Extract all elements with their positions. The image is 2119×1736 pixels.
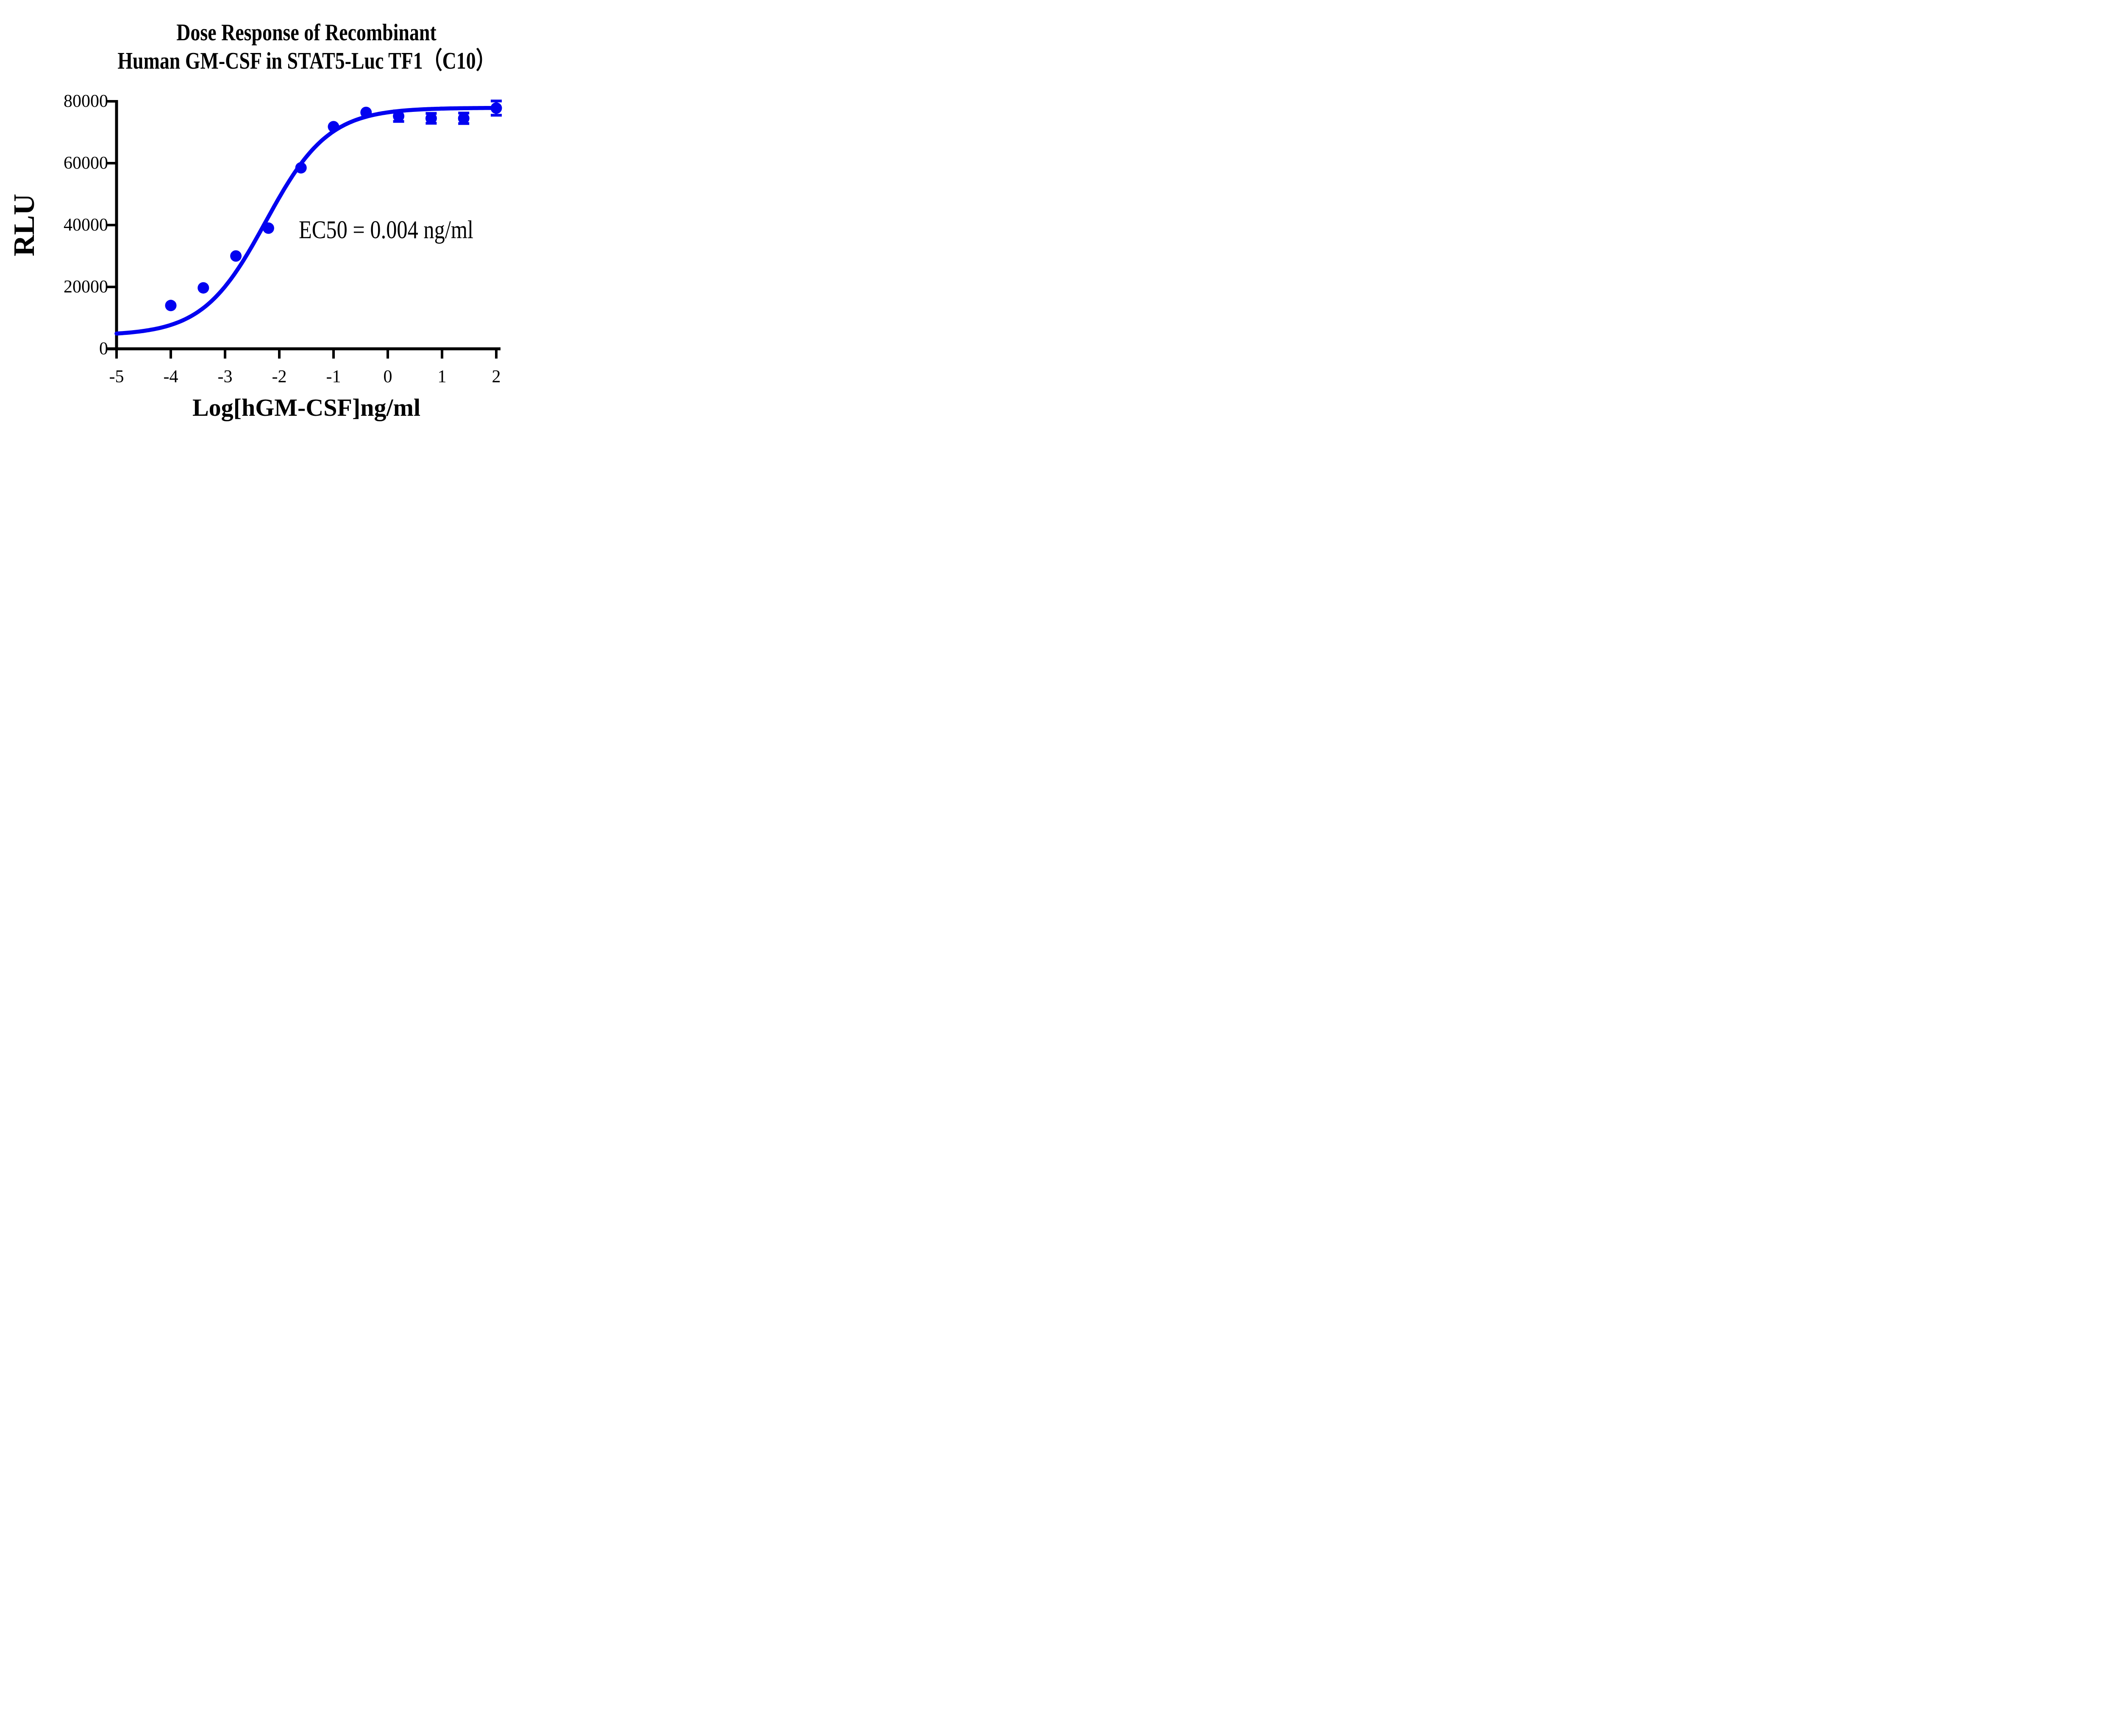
x-tick-label: -3	[217, 367, 233, 387]
data-point	[393, 110, 405, 122]
ec50-annotation: EC50 = 0.004 ng/ml	[299, 216, 474, 244]
data-point	[165, 300, 177, 312]
y-tick-label: 20000	[64, 277, 108, 297]
fit-curve	[114, 106, 498, 336]
x-tick-label: 0	[383, 367, 392, 387]
y-tick-label: 0	[99, 339, 108, 359]
x-tick-label: 2	[492, 367, 501, 387]
x-tick-label: 1	[437, 367, 447, 387]
x-tick-label: -1	[326, 367, 341, 387]
data-point	[360, 106, 372, 118]
data-point	[295, 162, 307, 174]
y-tick-label: 80000	[64, 92, 108, 111]
figure: Dose Response of Recombinant Human GM-CS…	[0, 0, 552, 434]
data-point	[262, 222, 274, 234]
x-axis-title: Log[hGM-CSF]ng/ml	[192, 394, 421, 421]
data-point	[458, 112, 470, 124]
y-tick-label: 60000	[64, 153, 108, 173]
x-tick-label: -4	[163, 367, 178, 387]
data-point	[197, 282, 209, 294]
y-tick-label: 40000	[64, 215, 108, 235]
data-point	[328, 121, 339, 133]
data-point	[490, 102, 502, 114]
data-point	[230, 250, 242, 262]
data-point	[425, 112, 437, 124]
chart-title-line2: Human GM-CSF in STAT5-Luc TF1（C10）	[117, 48, 495, 74]
chart-title: Dose Response of Recombinant Human GM-CS…	[108, 19, 505, 75]
chart-title-line1: Dose Response of Recombinant	[176, 19, 437, 46]
x-tick-label: -2	[272, 367, 287, 387]
chart-plot-area	[107, 100, 502, 359]
x-tick-label: -5	[109, 367, 124, 387]
